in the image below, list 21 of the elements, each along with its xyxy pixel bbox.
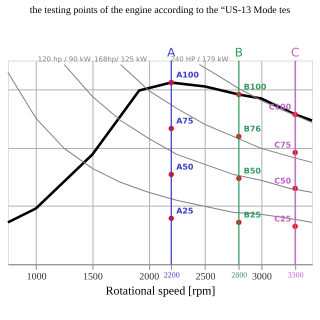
- annotation: B76: [244, 124, 262, 134]
- x-tick-label: 3300: [288, 270, 304, 280]
- annotation: A25: [176, 206, 194, 216]
- chart-title: the testing points of the engine according to the “US-13 Mode tes: [30, 4, 290, 16]
- annotation: C50: [274, 176, 292, 186]
- annotation: A75: [176, 116, 194, 126]
- x-tick-label: 3000: [252, 272, 272, 283]
- annotation: A50: [176, 162, 194, 172]
- x-tick-label: 2800: [231, 270, 248, 280]
- x-axis-title: Rotational speed [rpm]: [106, 284, 216, 298]
- x-tick-label: 1000: [26, 272, 47, 283]
- x-tick-label: 2000: [139, 272, 160, 283]
- ref-line-label: B: [234, 46, 243, 60]
- annotation: B100: [244, 82, 267, 92]
- x-tick-label: 2200: [164, 270, 180, 280]
- ref-line-label: C: [290, 46, 300, 60]
- x-tick-label: 1500: [82, 272, 103, 283]
- annotation: C75: [274, 140, 292, 150]
- annotation: A100: [176, 70, 200, 80]
- annotation: B50: [244, 166, 262, 176]
- x-tick-label: 2500: [196, 272, 216, 283]
